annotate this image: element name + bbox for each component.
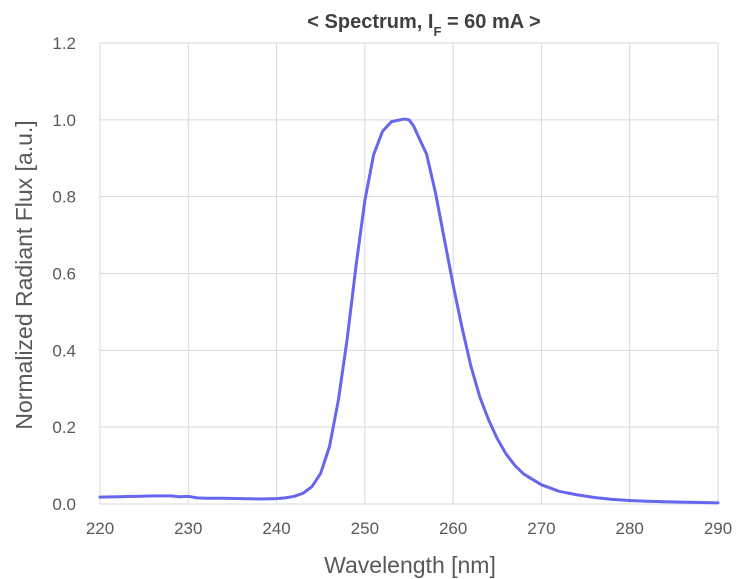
y-tick-label: 0.0: [52, 495, 76, 514]
y-tick-label: 0.4: [52, 341, 76, 360]
x-tick-label: 280: [616, 519, 644, 538]
chart-title: < Spectrum, IF = 60 mA >: [307, 11, 540, 39]
y-tick-label: 0.2: [52, 418, 76, 437]
spectrum-line: [98, 117, 720, 505]
y-tick-label: 1.2: [52, 34, 76, 53]
y-tick-label: 0.6: [52, 265, 76, 284]
chart-title-subscript: F: [433, 24, 441, 39]
y-tick-labels: 0.0 0.2 0.4 0.6 0.8 1.0 1.2: [52, 34, 76, 514]
chart-title-suffix: = 60 mA >: [441, 11, 540, 33]
x-tick-labels: 220 230 240 250 260 270 280 290: [86, 519, 732, 538]
chart-title-prefix: < Spectrum, I: [307, 11, 433, 33]
x-axis-title: Wavelength [nm]: [324, 552, 496, 578]
y-tick-label: 0.8: [52, 188, 76, 207]
x-tick-label: 290: [704, 519, 732, 538]
x-tick-label: 250: [351, 519, 379, 538]
gridlines: [99, 42, 719, 505]
x-tick-label: 270: [527, 519, 555, 538]
x-tick-label: 230: [174, 519, 202, 538]
x-tick-label: 260: [439, 519, 467, 538]
x-tick-label: 240: [262, 519, 290, 538]
y-tick-label: 1.0: [52, 111, 76, 130]
y-axis-title: Normalized Radiant Flux [a.u.]: [11, 120, 37, 429]
x-tick-label: 220: [86, 519, 114, 538]
